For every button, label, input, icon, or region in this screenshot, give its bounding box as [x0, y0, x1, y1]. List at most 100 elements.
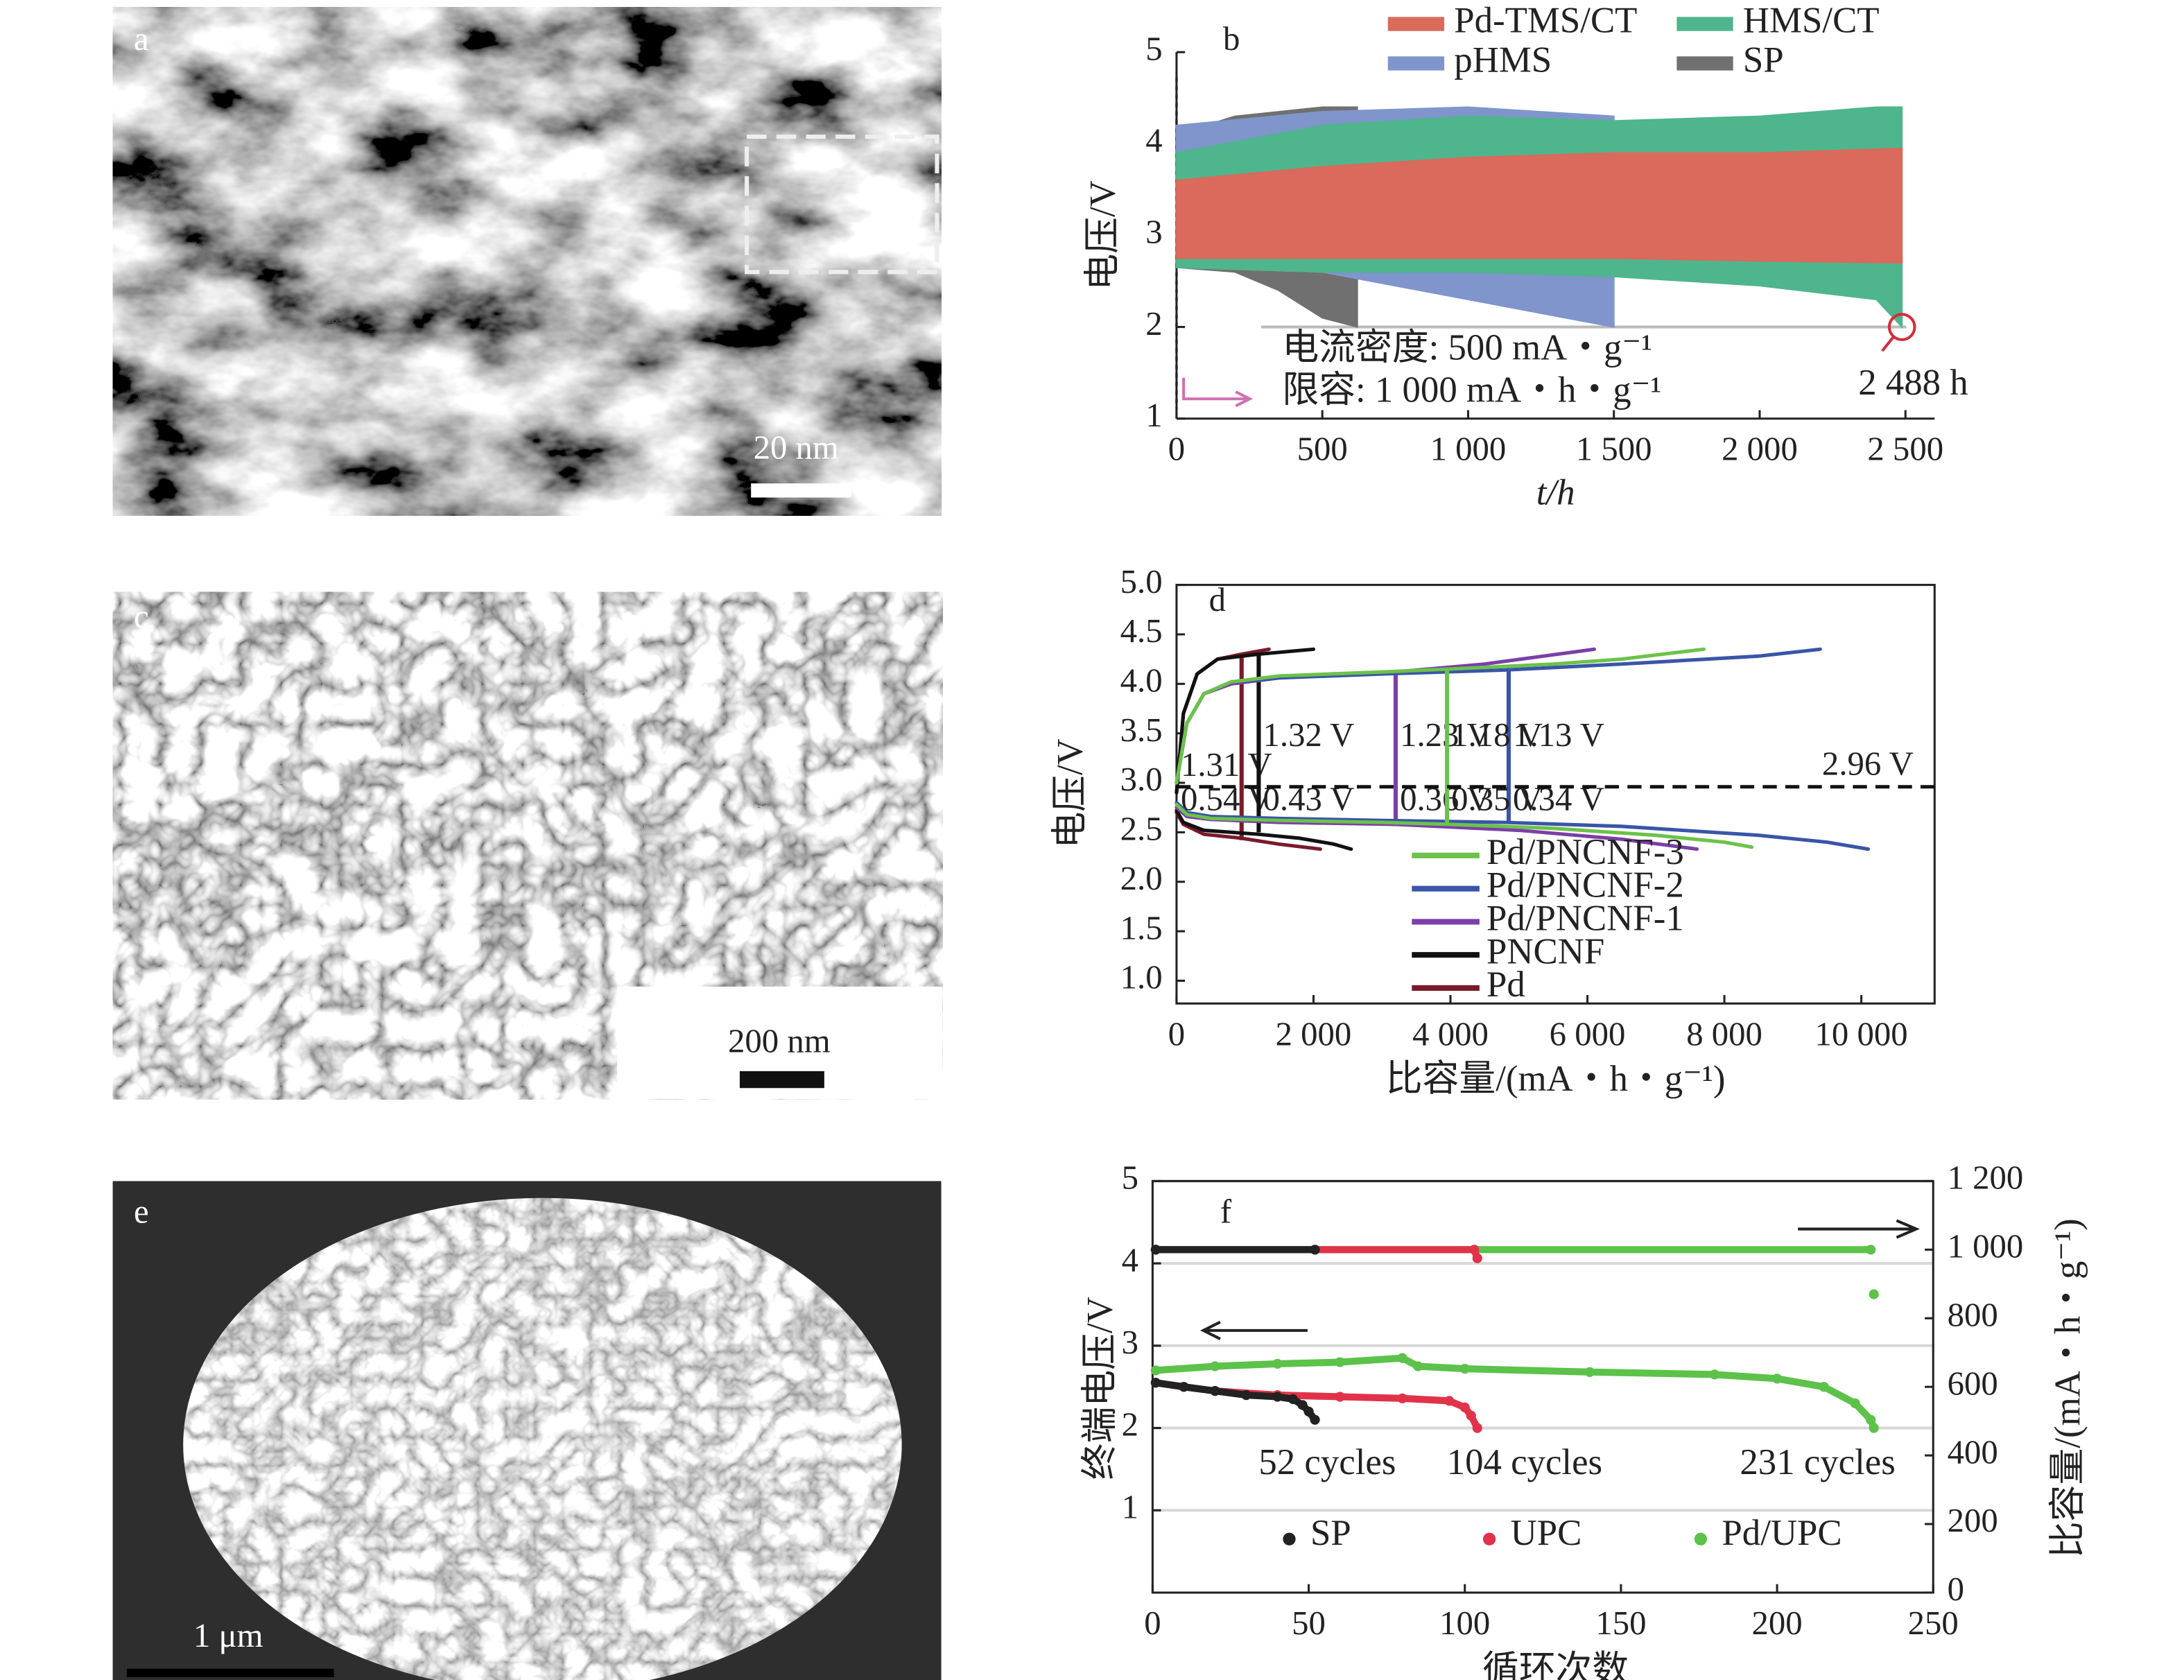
point — [1584, 1367, 1595, 1377]
x-axis-title: t/h — [1536, 473, 1575, 513]
point — [1869, 1289, 1879, 1299]
x-tick-label: 4 000 — [1412, 1015, 1489, 1053]
point — [1179, 1382, 1189, 1392]
point — [1459, 1363, 1470, 1374]
x-tick-label: 10 000 — [1815, 1015, 1908, 1053]
legend-label: Pd/UPC — [1722, 1513, 1841, 1553]
panel-label: d — [1209, 581, 1226, 618]
legend-marker — [1283, 1532, 1296, 1545]
point — [1303, 1406, 1314, 1417]
point — [1413, 1361, 1423, 1371]
arrow — [1182, 377, 1254, 408]
y-tick-label: 2 — [1122, 1406, 1138, 1444]
legend-label: SP — [1743, 40, 1784, 80]
legend-label: Pd/PNCNF-3 — [1487, 832, 1684, 872]
point — [1709, 1369, 1720, 1380]
legend-marker — [1482, 1532, 1496, 1545]
panel-label: f — [1220, 1193, 1232, 1230]
legend-swatch — [1387, 17, 1445, 31]
y-axis-title: 终端电压/V — [1080, 1297, 1120, 1480]
point — [1272, 1392, 1283, 1402]
y2-tick-label: 200 — [1948, 1502, 1998, 1539]
point — [1297, 1400, 1308, 1410]
y-tick-label: 1.0 — [1120, 959, 1163, 996]
y2-tick-label: 1 200 — [1948, 1159, 2024, 1197]
x-tick-label: 1 500 — [1576, 431, 1652, 468]
point — [1472, 1423, 1482, 1433]
y2-tick-label: 1 000 — [1948, 1228, 2024, 1265]
legend-marker — [1694, 1532, 1708, 1545]
end-marker-handle — [1881, 336, 1895, 352]
panel-label: e — [134, 1193, 149, 1230]
point — [1335, 1392, 1345, 1402]
y2-tick-label: 600 — [1948, 1365, 1998, 1402]
y-tick-label: 5 — [1122, 1159, 1138, 1197]
annotation: 52 cycles — [1258, 1442, 1396, 1482]
micrograph-c: c 200 nm — [112, 591, 943, 1100]
legend-swatch — [1676, 17, 1733, 31]
scale-bar — [739, 1071, 824, 1089]
x-tick-label: 100 — [1439, 1604, 1490, 1642]
point — [1335, 1357, 1345, 1367]
y-tick-label: 3 — [1122, 1324, 1138, 1361]
x-tick-label: 1 000 — [1430, 431, 1507, 468]
y-tick-label: 4.5 — [1120, 612, 1163, 650]
legend-label: Pd — [1487, 964, 1525, 1005]
point — [1397, 1353, 1407, 1363]
legend-label: Pd-TMS/CT — [1454, 1, 1637, 41]
scale-bar — [751, 483, 851, 498]
point — [1459, 1402, 1470, 1412]
y-tick-label: 3.0 — [1120, 761, 1163, 798]
y2-tick-label: 0 — [1948, 1570, 1964, 1608]
x-tick-label: 6 000 — [1550, 1015, 1626, 1053]
legend-label: PNCNF — [1487, 931, 1604, 971]
x-tick-label: 50 — [1292, 1604, 1326, 1642]
arrow-right — [1798, 1219, 1921, 1239]
legend-label: UPC — [1511, 1513, 1582, 1553]
y2-axis-title: 比容量/(mA・h・g⁻¹) — [2048, 1218, 2088, 1558]
x-tick-label: 250 — [1908, 1604, 1959, 1642]
point — [1150, 1365, 1161, 1376]
y-tick-label: 1 — [1145, 397, 1162, 434]
y2-tick-label: 400 — [1948, 1433, 1998, 1471]
point — [1771, 1374, 1783, 1384]
scale-label: 20 nm — [754, 429, 839, 467]
x-tick-label: 2 000 — [1276, 1015, 1352, 1053]
series-line — [1175, 647, 1754, 849]
point — [1210, 1386, 1220, 1396]
point — [1272, 1358, 1283, 1369]
series-line — [1175, 647, 1353, 851]
point — [1819, 1382, 1829, 1392]
reference-label: 2.96 V — [1822, 745, 1914, 782]
point — [1310, 1414, 1320, 1425]
x-tick-label: 2 500 — [1867, 431, 1943, 468]
scale-bar — [126, 1668, 334, 1677]
scale-label: 1 μm — [193, 1617, 263, 1654]
end-marker — [1887, 313, 1916, 341]
annotation: 限容: 1 000 mA・h・g⁻¹ — [1282, 370, 1661, 410]
point — [1466, 1410, 1476, 1421]
point — [1397, 1393, 1407, 1403]
x-tick-label: 2 000 — [1722, 431, 1798, 468]
x-axis-title: 比容量/(mA・h・g⁻¹) — [1386, 1059, 1726, 1099]
tem-image — [112, 7, 942, 516]
point — [1444, 1396, 1455, 1406]
y-tick-label: 5 — [1145, 30, 1162, 67]
charge-overpotential: 1.32 V — [1263, 716, 1355, 754]
scale-label: 200 nm — [728, 1022, 831, 1059]
legend-label: pHMS — [1454, 40, 1552, 80]
x-tick-label: 0 — [1168, 1015, 1185, 1053]
x-tick-label: 500 — [1297, 431, 1348, 468]
x-axis-title: 循环次数 — [1482, 1649, 1629, 1680]
y-axis-title: 电压/V — [1050, 738, 1091, 849]
y-tick-label: 1 — [1122, 1488, 1138, 1525]
y-tick-label: 3.5 — [1120, 711, 1163, 749]
panel-label: a — [134, 20, 149, 58]
point — [1866, 1245, 1876, 1255]
y-tick-label: 4 — [1122, 1241, 1138, 1279]
x-tick-label: 8 000 — [1686, 1015, 1762, 1053]
micrograph-a: a 20 nm — [112, 7, 942, 516]
point — [1469, 1245, 1480, 1255]
series-line — [1152, 1354, 1878, 1432]
